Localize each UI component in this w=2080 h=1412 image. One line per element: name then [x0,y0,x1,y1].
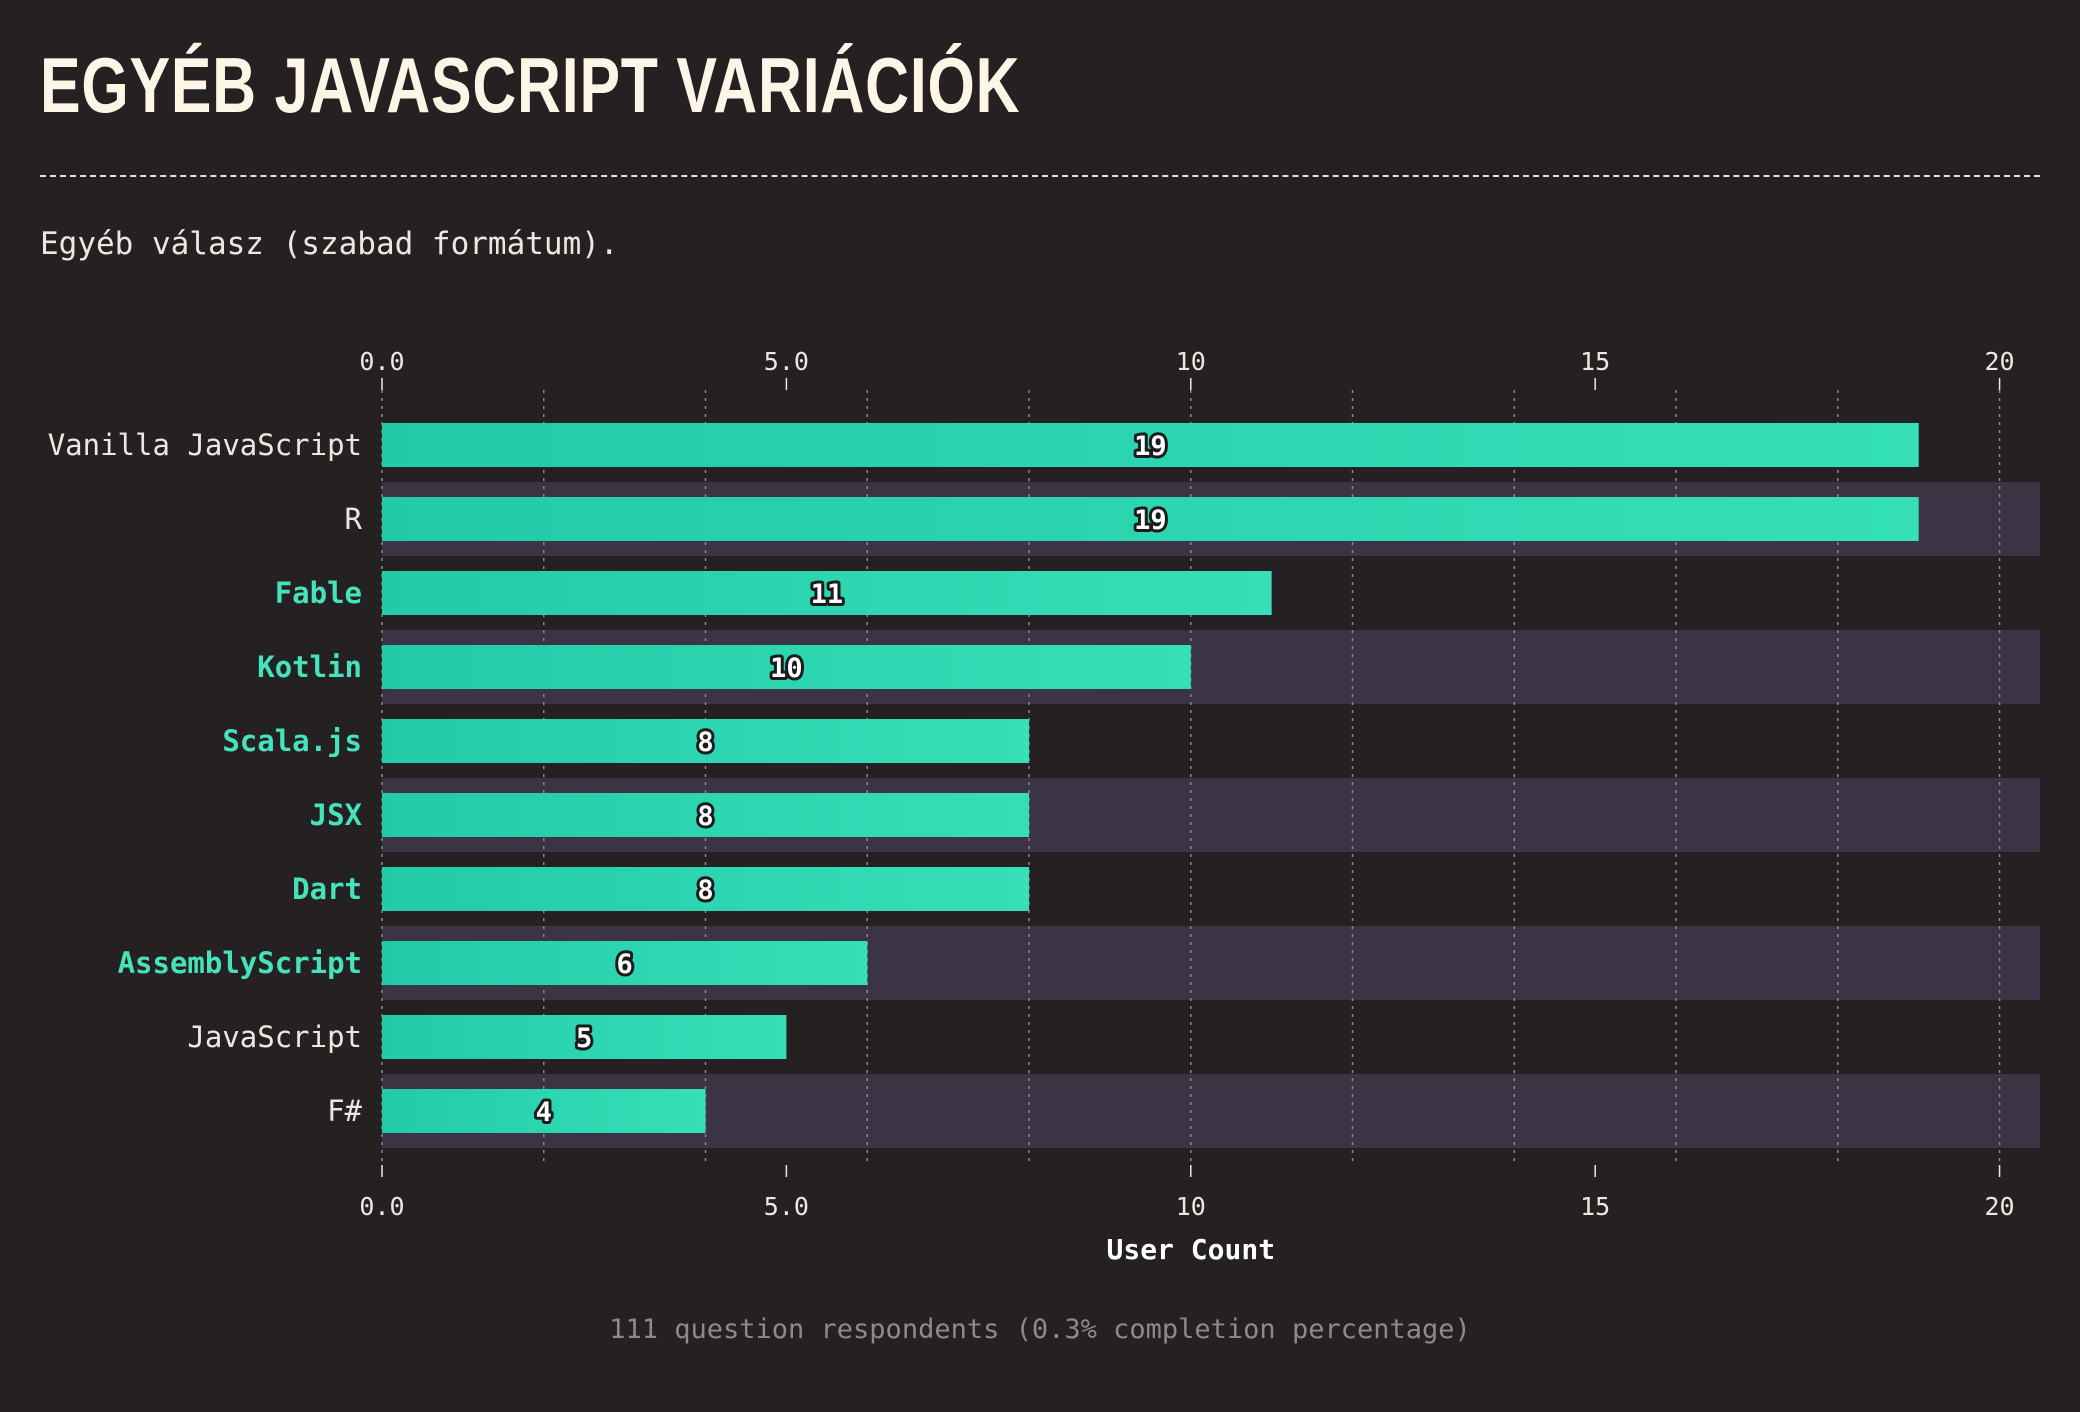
value-label: 5 [576,1023,592,1054]
bar [382,497,1919,541]
x-tick-label-bottom: 15 [1580,1192,1610,1221]
x-tick-label-top: 5.0 [764,347,809,376]
x-tick-label-bottom: 20 [1985,1192,2015,1221]
value-label: 19 [1134,431,1167,462]
value-label: 10 [770,653,803,684]
category-label: JSX [310,798,363,832]
x-tick-label-top: 10 [1176,347,1206,376]
category-label: Scala.js [222,724,362,758]
bar [382,867,1030,911]
value-label: 8 [697,727,713,758]
category-label: R [345,502,363,536]
category-label: Dart [292,872,362,906]
x-tick-label-bottom: 0.0 [359,1192,404,1221]
value-label: 8 [697,875,713,906]
value-label: 11 [811,579,844,610]
bar-chart: 0.0 5.0 10 15 20 0.0 5.0 10 15 20 Vanilla JavaSc… [48,347,2040,1266]
top-axis: 0.0 5.0 10 15 20 [359,347,2015,390]
bar [382,571,1272,615]
category-label: JavaScript [187,1020,362,1054]
category-label: Vanilla JavaScript [48,428,362,462]
bottom-axis: 0.0 5.0 10 15 20 [359,1165,2015,1221]
x-tick-label-top: 0.0 [359,347,404,376]
value-label: 4 [536,1097,552,1128]
bar [382,719,1030,763]
chart-subtitle: Egyéb válasz (szabad formátum). [40,226,619,262]
title-divider [40,175,2040,177]
x-axis-title: User Count [1106,1233,1275,1266]
footer-note: 111 question respondents (0.3% completio… [609,1314,1471,1345]
x-tick-label-bottom: 10 [1176,1192,1206,1221]
x-tick-label-top: 20 [1985,347,2015,376]
category-label: F# [327,1094,362,1128]
category-label: Kotlin [257,650,362,684]
category-labels: Vanilla JavaScript R Fable Kotlin Scala.js JS… [48,428,363,1128]
category-label: Fable [275,576,362,610]
x-tick-label-top: 15 [1580,347,1610,376]
bar [382,645,1191,689]
bar [382,423,1919,467]
category-label: AssemblyScript [118,946,362,980]
bar [382,793,1030,837]
bar [382,1015,787,1059]
value-label: 6 [617,949,633,980]
bar [382,1089,706,1133]
value-label: 19 [1134,505,1167,536]
value-label: 8 [697,801,713,832]
bar [382,941,868,985]
page-title: EGYÉB JAVASCRIPT VARIÁCIÓK [40,41,1021,129]
x-tick-label-bottom: 5.0 [764,1192,809,1221]
value-labels: 19 19 11 10 8 8 8 6 5 4 [533,428,1170,1131]
bars [382,423,1919,1133]
